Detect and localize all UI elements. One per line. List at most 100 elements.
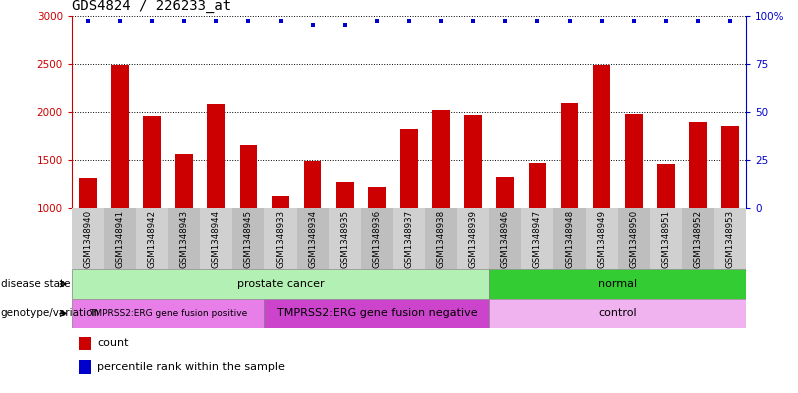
Point: [467, 18, 480, 25]
Text: count: count: [97, 338, 129, 349]
Bar: [144, 116, 161, 208]
Point: [724, 18, 737, 25]
Bar: [72, 208, 104, 269]
Point: [595, 18, 608, 25]
Bar: [618, 208, 650, 269]
Point: [275, 18, 287, 25]
Text: disease state: disease state: [1, 279, 70, 289]
Point: [146, 18, 159, 25]
Point: [402, 18, 415, 25]
Text: genotype/variation: genotype/variation: [1, 309, 100, 318]
Bar: [79, 178, 97, 208]
Text: control: control: [598, 309, 637, 318]
Bar: [657, 164, 674, 208]
Bar: [393, 208, 425, 269]
Bar: [425, 208, 457, 269]
Text: prostate cancer: prostate cancer: [237, 279, 324, 289]
Bar: [239, 145, 257, 208]
Bar: [457, 208, 489, 269]
Bar: [78, 337, 91, 350]
Point: [242, 18, 255, 25]
Point: [627, 18, 640, 25]
Bar: [361, 208, 393, 269]
Bar: [489, 269, 746, 299]
Bar: [714, 208, 746, 269]
Point: [563, 18, 576, 25]
Text: GSM1348937: GSM1348937: [405, 210, 413, 268]
Bar: [336, 182, 354, 208]
Point: [338, 22, 351, 29]
Text: GSM1348935: GSM1348935: [340, 210, 350, 268]
Point: [499, 18, 512, 25]
Text: GSM1348950: GSM1348950: [630, 210, 638, 268]
Bar: [207, 104, 225, 208]
Bar: [682, 208, 714, 269]
Bar: [136, 208, 168, 269]
Text: GSM1348952: GSM1348952: [693, 210, 702, 268]
Text: GDS4824 / 226233_at: GDS4824 / 226233_at: [72, 0, 231, 13]
Text: GSM1348936: GSM1348936: [373, 210, 381, 268]
Bar: [721, 127, 739, 208]
Text: GSM1348948: GSM1348948: [565, 210, 574, 268]
Bar: [104, 208, 136, 269]
Bar: [496, 176, 514, 208]
Bar: [264, 299, 489, 328]
Point: [210, 18, 223, 25]
Bar: [521, 208, 554, 269]
Point: [178, 18, 191, 25]
Text: GSM1348939: GSM1348939: [468, 210, 478, 268]
Text: TMPRSS2:ERG gene fusion positive: TMPRSS2:ERG gene fusion positive: [89, 309, 247, 318]
Bar: [271, 196, 290, 208]
Bar: [433, 110, 450, 208]
Bar: [650, 208, 682, 269]
Text: percentile rank within the sample: percentile rank within the sample: [97, 362, 286, 372]
Bar: [625, 114, 642, 208]
Bar: [489, 208, 521, 269]
Text: GSM1348951: GSM1348951: [662, 210, 670, 268]
Text: GSM1348940: GSM1348940: [83, 210, 93, 268]
Text: TMPRSS2:ERG gene fusion negative: TMPRSS2:ERG gene fusion negative: [277, 309, 477, 318]
Bar: [78, 360, 91, 374]
Bar: [400, 129, 418, 208]
Point: [81, 18, 94, 25]
Bar: [111, 65, 128, 208]
Text: GSM1348934: GSM1348934: [308, 210, 317, 268]
Bar: [168, 208, 200, 269]
Bar: [232, 208, 264, 269]
Bar: [464, 115, 482, 208]
Text: normal: normal: [598, 279, 638, 289]
Text: GSM1348953: GSM1348953: [725, 210, 735, 268]
Bar: [593, 65, 610, 208]
Bar: [72, 269, 489, 299]
Point: [370, 18, 383, 25]
Bar: [554, 208, 586, 269]
Bar: [72, 299, 264, 328]
Text: GSM1348949: GSM1348949: [597, 210, 606, 268]
Point: [113, 18, 126, 25]
Bar: [561, 103, 579, 208]
Point: [531, 18, 543, 25]
Bar: [586, 208, 618, 269]
Text: GSM1348933: GSM1348933: [276, 210, 285, 268]
Text: GSM1348944: GSM1348944: [211, 210, 221, 268]
Point: [659, 18, 672, 25]
Point: [435, 18, 448, 25]
Bar: [489, 299, 746, 328]
Bar: [200, 208, 232, 269]
Bar: [264, 208, 297, 269]
Bar: [297, 208, 329, 269]
Bar: [528, 163, 547, 208]
Text: GSM1348945: GSM1348945: [244, 210, 253, 268]
Text: GSM1348941: GSM1348941: [116, 210, 124, 268]
Text: GSM1348938: GSM1348938: [437, 210, 445, 268]
Bar: [176, 154, 193, 208]
Text: GSM1348947: GSM1348947: [533, 210, 542, 268]
Bar: [689, 122, 707, 208]
Point: [692, 18, 705, 25]
Text: GSM1348943: GSM1348943: [180, 210, 188, 268]
Text: GSM1348942: GSM1348942: [148, 210, 156, 268]
Point: [306, 22, 319, 29]
Bar: [304, 161, 322, 208]
Bar: [329, 208, 361, 269]
Text: GSM1348946: GSM1348946: [501, 210, 510, 268]
